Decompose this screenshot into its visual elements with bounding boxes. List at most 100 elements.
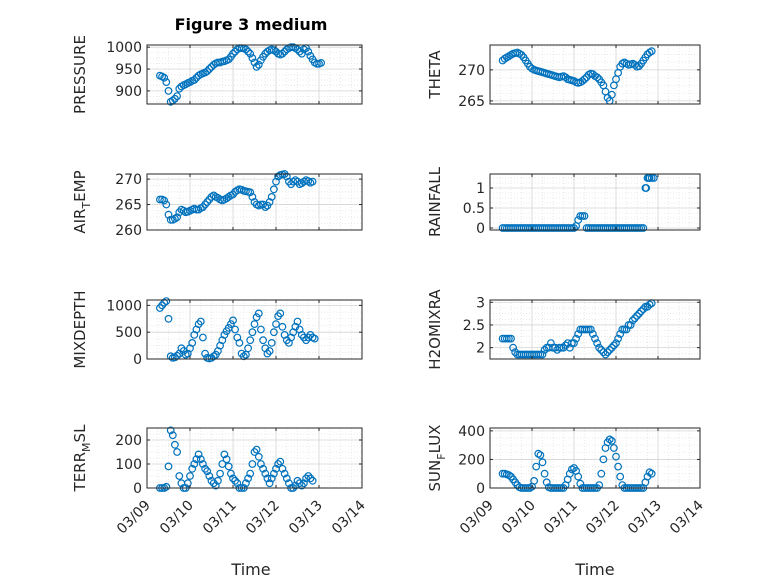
data-point: [540, 469, 549, 478]
data-point: [595, 343, 604, 352]
data-point: [164, 86, 173, 95]
data-point: [274, 460, 283, 468]
data-point: [244, 47, 253, 56]
data-point: [574, 330, 583, 338]
y-tick-label: 0: [133, 352, 142, 368]
data-point: [241, 479, 250, 488]
data-point: [252, 445, 261, 454]
data-point: [170, 440, 179, 449]
y-axis-label-rest: SL: [71, 424, 89, 443]
data-point: [637, 307, 646, 316]
data-point: [289, 177, 298, 186]
data-point: [233, 479, 242, 488]
data-point: [570, 339, 578, 348]
y-tick-label: 500: [115, 325, 142, 341]
data-point: [198, 460, 207, 468]
data-point: [570, 224, 578, 232]
data-point: [542, 478, 551, 487]
data-point: [198, 333, 207, 342]
series-points: [155, 43, 326, 106]
data-point: [248, 460, 257, 468]
data-point: [509, 343, 517, 352]
data-point: [173, 92, 182, 100]
data-point: [259, 336, 268, 345]
data-point: [168, 431, 177, 440]
data-point: [190, 460, 199, 468]
data-point: [239, 352, 248, 361]
data-point: [250, 448, 259, 456]
data-point: [547, 339, 555, 348]
data-point: [203, 198, 212, 206]
y-tick-label: 200: [458, 452, 485, 468]
series-points: [498, 47, 656, 105]
data-point: [213, 476, 222, 485]
data-point: [209, 479, 218, 488]
y-tick-label: 265: [115, 198, 142, 214]
data-point: [254, 60, 263, 69]
data-point: [306, 474, 315, 483]
data-point: [226, 469, 235, 478]
data-point: [616, 472, 625, 481]
data-point: [557, 343, 566, 352]
grid: [146, 427, 363, 489]
data-point: [645, 468, 654, 477]
data-point: [220, 450, 229, 459]
data-point: [282, 474, 291, 483]
data-point: [639, 305, 648, 314]
data-point: [162, 78, 171, 86]
y-axis-label: MIXDEPTH: [71, 290, 89, 368]
y-axis-label-subscript: F: [435, 453, 448, 459]
data-point: [304, 472, 313, 480]
data-point: [304, 177, 313, 186]
data-point: [278, 49, 287, 58]
data-point: [607, 90, 616, 99]
y-tick-label: 900: [115, 84, 142, 100]
data-point: [224, 192, 233, 201]
y-axis-label-rest: EMP: [71, 170, 89, 201]
y-axis-label-rest: LUX: [426, 425, 444, 454]
data-point: [647, 47, 656, 56]
data-point: [252, 63, 261, 71]
data-point: [576, 212, 585, 220]
data-point: [246, 336, 255, 345]
data-point: [534, 449, 543, 458]
series-points: [155, 297, 319, 363]
data-point: [229, 49, 237, 58]
data-point: [285, 479, 293, 488]
data-point: [201, 200, 210, 209]
data-point: [162, 200, 171, 209]
subplot-rainfall: 0 0.5 1 RAINFALL: [426, 166, 701, 237]
y-tick-label: 2: [476, 341, 485, 357]
figure-title: Figure 3 medium: [175, 15, 328, 34]
data-point: [313, 59, 321, 68]
data-point: [293, 317, 302, 326]
data-point: [186, 472, 194, 480]
data-point: [252, 313, 261, 322]
data-point: [310, 334, 319, 343]
axes-box: [489, 299, 701, 360]
y-axis-label-main: SUN: [426, 460, 444, 492]
data-point: [196, 455, 205, 464]
y-tick-label: 260: [115, 223, 142, 239]
y-tick-label: 950: [115, 62, 142, 78]
data-point: [580, 212, 589, 220]
data-point: [536, 350, 545, 359]
y-axis-label: THETA: [426, 50, 444, 100]
data-point: [626, 321, 635, 329]
data-point: [278, 322, 287, 331]
data-point: [642, 184, 651, 192]
plot-area: [147, 45, 362, 104]
data-point: [605, 346, 614, 354]
data-point: [633, 312, 641, 320]
data-point: [538, 350, 547, 359]
grid: [489, 428, 701, 489]
subplot-pressure: 900 950 1000 PRESSURE: [71, 35, 363, 114]
data-point: [196, 317, 205, 326]
data-point: [261, 203, 270, 212]
data-point: [183, 479, 192, 488]
data-point: [155, 195, 164, 204]
axes-box: [146, 299, 363, 360]
data-point: [568, 224, 576, 232]
y-axis-label-main: AIR: [71, 209, 89, 234]
y-tick-label: 1000: [106, 40, 142, 56]
